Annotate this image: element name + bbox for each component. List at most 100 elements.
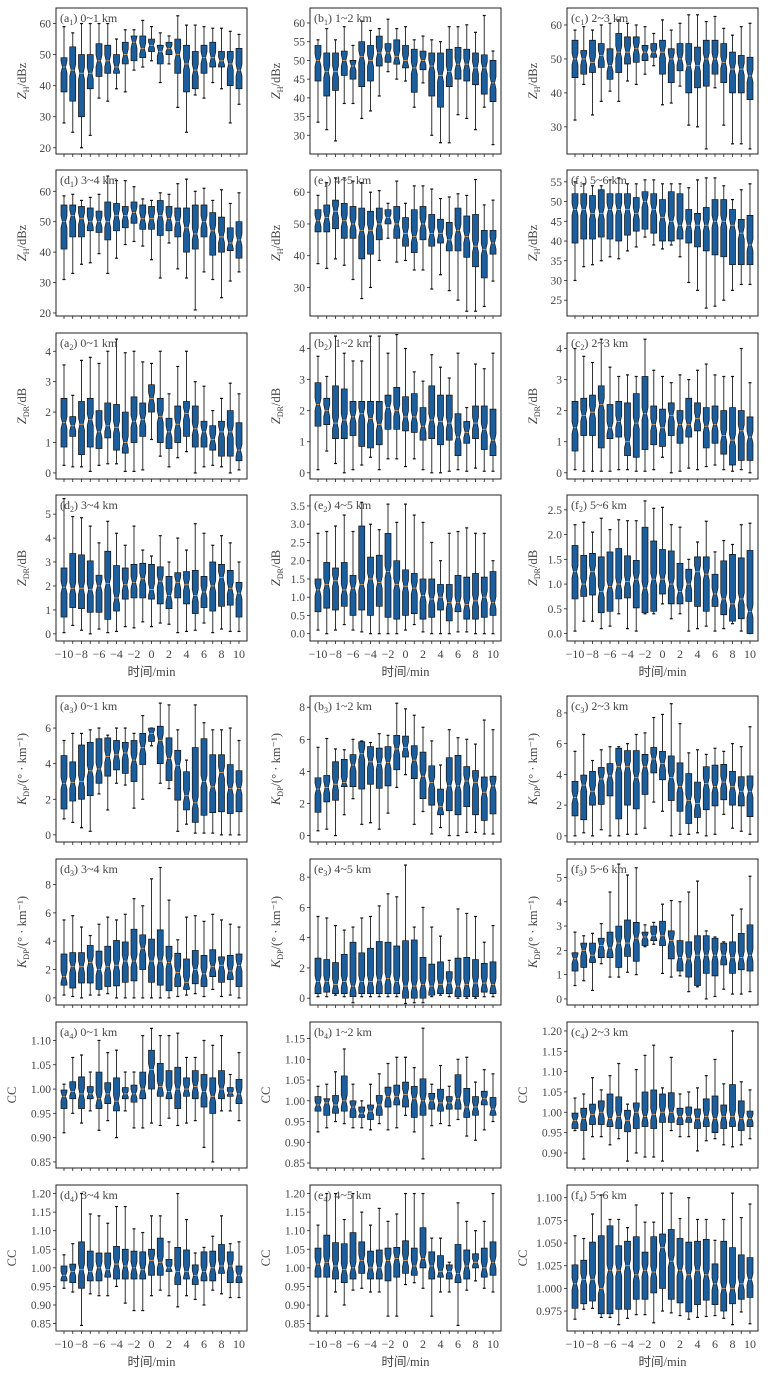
box-t8	[729, 914, 736, 995]
box-t-6	[95, 1215, 103, 1297]
x-tick-label: 4	[184, 1337, 190, 1351]
y-tick-label: 0.95	[285, 1117, 305, 1129]
box-body	[410, 1247, 418, 1276]
box-body	[650, 747, 658, 774]
box-body	[641, 754, 649, 795]
y-tick-label: 4	[556, 769, 562, 781]
y-label-unit: /dBz	[15, 62, 29, 86]
box-body	[314, 578, 322, 613]
box-t7	[209, 199, 217, 281]
y-label-unit: /dBz	[526, 62, 540, 86]
box-t10	[235, 561, 243, 633]
box-t2	[165, 35, 173, 65]
x-tick-label: −8	[329, 647, 342, 661]
x-tick-label: −8	[75, 1337, 88, 1351]
y-tick-label: 50	[294, 219, 306, 231]
box-body	[720, 560, 728, 616]
box-t-8	[78, 199, 85, 265]
y-tick-label: 40	[40, 81, 52, 93]
box-t-4	[367, 915, 374, 998]
box-body	[720, 942, 728, 966]
box-body	[183, 401, 190, 437]
panel-f4: −10 −8 −6 −4 −2 0 2 4 6 8 10 时间/min 0.975 1.000 1.025 1…	[516, 1184, 759, 1369]
box-t8	[218, 189, 225, 299]
box-body	[650, 1089, 658, 1129]
box-t9	[480, 719, 488, 835]
box-body	[323, 204, 331, 233]
box-t-4	[113, 532, 120, 633]
box-t-7	[86, 525, 94, 635]
y-tick-label: 1.075	[536, 1215, 562, 1227]
y-label-unit: /(° · km⁻¹)	[526, 733, 540, 787]
box-body	[69, 46, 77, 102]
box-t4	[694, 369, 701, 471]
box-t9	[737, 1217, 745, 1313]
box-t1	[156, 1215, 164, 1291]
box-t4	[437, 560, 444, 635]
box-body	[226, 570, 234, 606]
box-t3	[685, 187, 693, 284]
y-tick-label: 1.15	[31, 1207, 51, 1219]
box-t-10	[60, 26, 68, 124]
box-body	[104, 1082, 112, 1104]
box-t-8	[78, 1192, 85, 1327]
box-body	[121, 941, 129, 983]
box-body	[375, 941, 383, 995]
x-tick-label: −6	[604, 647, 617, 661]
box-t-4	[624, 1103, 631, 1162]
y-tick-label: 0	[556, 468, 562, 480]
box-body	[349, 574, 357, 616]
box-t7	[209, 1044, 217, 1163]
panel-label: (a1) 0~1 km	[60, 11, 118, 27]
box-t-4	[367, 335, 374, 458]
box-body	[69, 1263, 77, 1284]
box-t-4	[624, 874, 631, 973]
box-t8	[729, 743, 736, 829]
box-body	[235, 1265, 243, 1284]
x-tick-label: 2	[420, 647, 426, 661]
box-t-3	[121, 913, 129, 999]
box-body	[209, 212, 217, 256]
box-t10	[489, 50, 497, 146]
box-t-9	[323, 1192, 331, 1317]
y-label-symbol: Z	[15, 416, 29, 424]
box-t-5	[615, 19, 623, 102]
y-label-symbol: CC	[259, 1087, 273, 1104]
x-tick-label: −2	[382, 1337, 395, 1351]
box-body	[659, 1233, 666, 1289]
box-body	[86, 1086, 94, 1100]
box-t-3	[121, 1205, 129, 1304]
box-t9	[226, 30, 234, 124]
box-t10	[235, 739, 243, 836]
box-body	[139, 562, 147, 599]
box-body	[650, 405, 658, 446]
box-body	[121, 41, 129, 65]
box-body	[589, 1241, 596, 1302]
box-t-8	[332, 39, 339, 142]
box-t3	[428, 541, 436, 635]
x-tick-label: 8	[219, 647, 225, 661]
panel-e4: −10 −8 −6 −4 −2 0 2 4 6 8 10 时间/min 0.85 0.90 0.95 1.00…	[259, 1184, 502, 1369]
box-t2	[676, 1217, 684, 1317]
box-t-5	[615, 1062, 623, 1140]
box-t0	[148, 362, 155, 441]
box-body	[667, 1229, 675, 1300]
box-body	[437, 1255, 444, 1278]
box-t-9	[69, 515, 77, 627]
box-body	[200, 1074, 208, 1108]
box-body	[349, 941, 357, 998]
box-t-9	[69, 732, 77, 824]
box-body	[78, 54, 85, 118]
box-t-7	[86, 22, 94, 136]
y-tick-label: 2.5	[548, 505, 563, 517]
x-axis-label: 时间/min	[382, 665, 431, 679]
box-body	[218, 564, 225, 607]
box-body	[702, 207, 710, 252]
panel-label: (f2) 5~6 km	[571, 498, 627, 514]
box-t3	[685, 891, 693, 993]
y-tick-label: 1.5	[548, 554, 563, 566]
box-body	[402, 45, 409, 69]
box-body	[113, 740, 120, 771]
box-body	[489, 60, 497, 102]
box-t3	[174, 365, 182, 459]
